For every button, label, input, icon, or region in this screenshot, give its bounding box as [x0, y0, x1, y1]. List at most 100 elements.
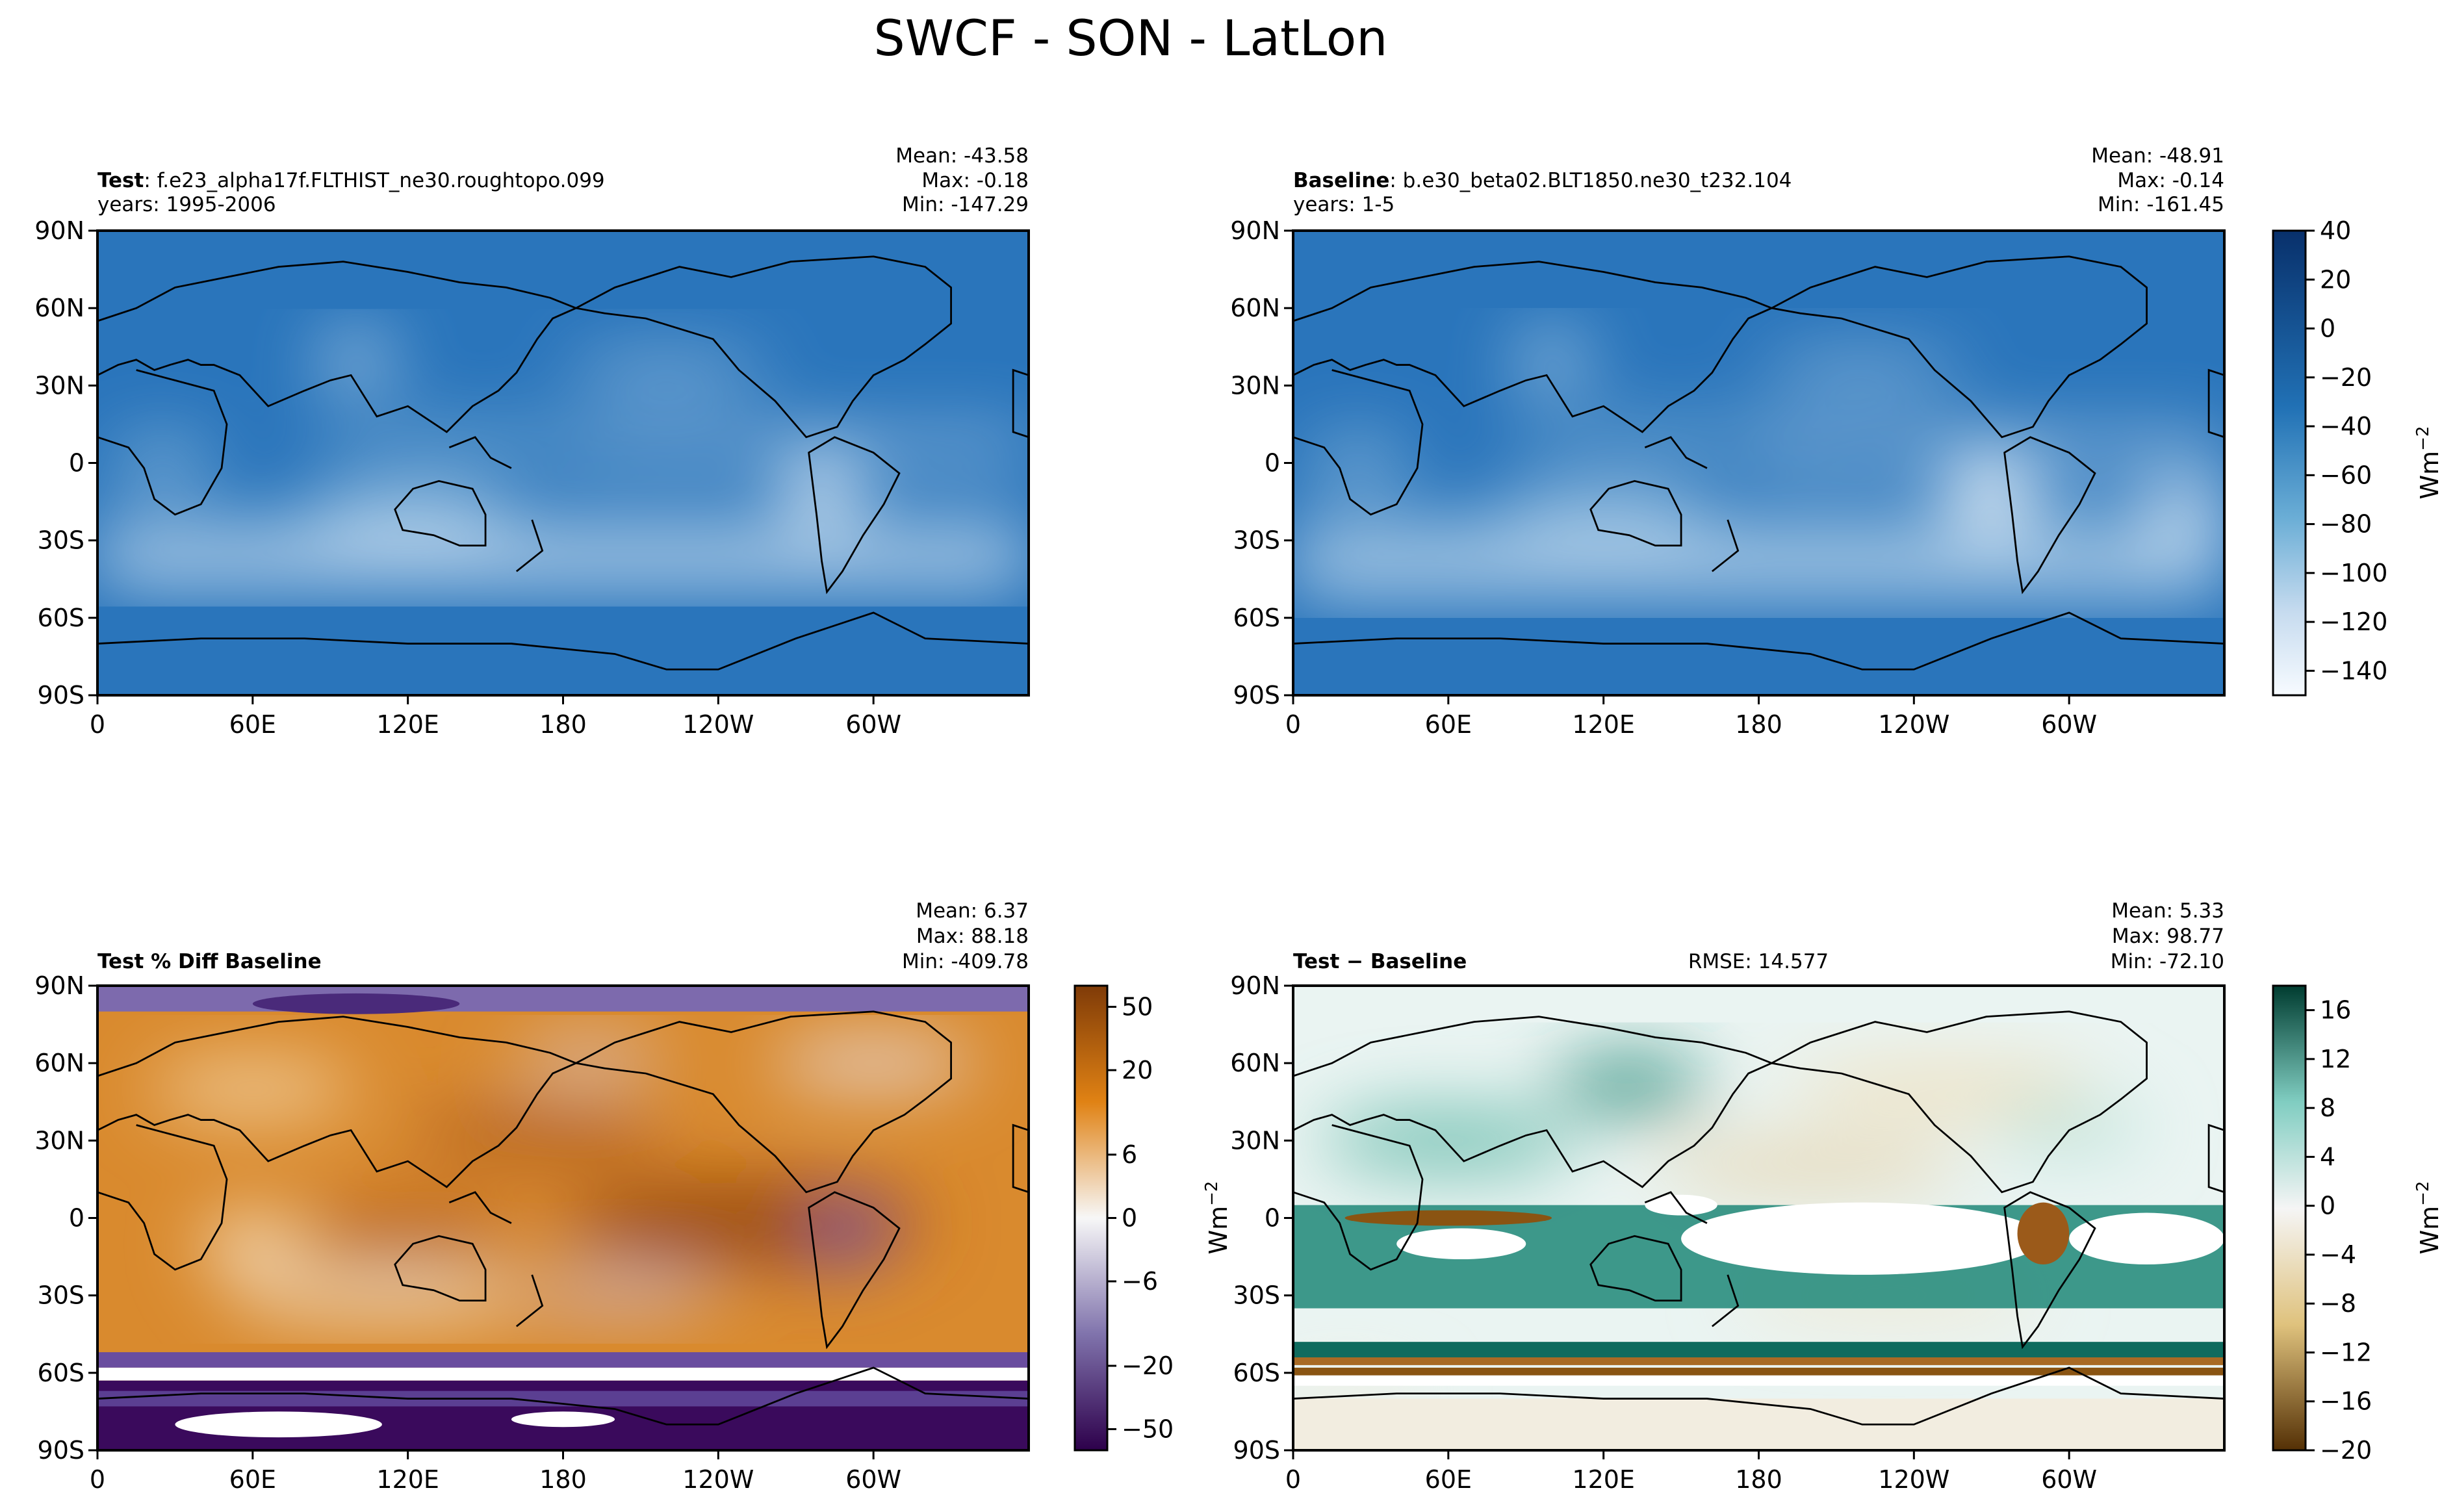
- figure-title: SWCF - SON - LatLon: [874, 9, 1388, 67]
- colorbar-pct-diff-tick-label: 50: [1122, 993, 1153, 1021]
- colorbar-pct-diff-tick-label: −6: [1122, 1267, 1158, 1296]
- colorbar-pct-diff-tick-label: −20: [1122, 1352, 1174, 1380]
- panel-baseline: Baseline: b.e30_beta02.BLT1850.ne30_t232…: [1230, 144, 2226, 739]
- colorbar-diff-tick-label: −8: [2320, 1289, 2356, 1318]
- panel-pct-diff-min: Min: -409.78: [902, 950, 1029, 973]
- panel-pct-diff-lat-label: 90N: [34, 971, 84, 1000]
- colorbar-pct-diff-unit-base: Wm: [1204, 1206, 1233, 1255]
- panel-baseline-lat-label: 30S: [1233, 526, 1280, 555]
- panel-diff-map: [1293, 986, 2224, 1450]
- colorbar-diff-tick-label: 8: [2320, 1094, 2335, 1122]
- panel-baseline-lat-label: 30N: [1230, 371, 1280, 400]
- colorbar-diff-tick-label: 0: [2320, 1192, 2335, 1220]
- panel-diff-lat-label: 0: [1265, 1204, 1280, 1233]
- colorbar-pct-diff-tick-label: 0: [1122, 1204, 1137, 1233]
- panel-diff-lat-label: 30N: [1230, 1126, 1280, 1155]
- panel-test-lon-label: 180: [539, 710, 587, 739]
- panel-pct-diff-lat-label: 90S: [38, 1436, 84, 1465]
- panel-diff-lon-label: 120E: [1572, 1465, 1635, 1494]
- colorbar-diff-tick-label: −4: [2320, 1240, 2356, 1269]
- colorbar-absolute-tick-label: −40: [2320, 412, 2372, 441]
- panel-diff-min: Min: -72.10: [2111, 950, 2224, 973]
- colorbar-absolute-unit: Wm−2: [2413, 426, 2444, 500]
- panel-pct-diff-map: [97, 986, 1029, 1450]
- panel-diff-max: Max: 98.77: [2112, 925, 2224, 948]
- panel-baseline-max: Max: -0.14: [2117, 169, 2224, 192]
- panel-test-lon-label: 0: [90, 710, 105, 739]
- panel-test-lon-label: 120E: [376, 710, 439, 739]
- panel-test-max: Max: -0.18: [921, 169, 1029, 192]
- panel-test-mean: Mean: -43.58: [895, 144, 1029, 168]
- panel-test-years: years: 1995-2006: [97, 193, 276, 216]
- colorbar-diff-tick-label: −16: [2320, 1387, 2372, 1416]
- panel-test: Test: f.e23_alpha17f.FLTHIST_ne30.rought…: [34, 144, 1030, 739]
- panel-baseline-lon-label: 120E: [1572, 710, 1635, 739]
- colorbar-absolute-tick-label: −80: [2320, 510, 2372, 539]
- panel-diff-mean: Mean: 5.33: [2111, 899, 2224, 923]
- panel-baseline-label-rest: : b.e30_beta02.BLT1850.ne30_t232.104: [1389, 169, 1792, 192]
- panel-baseline-lat-label: 90S: [1233, 681, 1280, 710]
- colorbar-absolute-tick-label: −60: [2320, 461, 2372, 489]
- panel-diff-lat-label: 90S: [1233, 1436, 1280, 1465]
- colorbar-pct-diff-fill: [1075, 986, 1107, 1450]
- panel-diff-lat-label: 60S: [1233, 1359, 1280, 1387]
- panel-diff-lon-label: 0: [1285, 1465, 1301, 1494]
- colorbar-diff-tick-label: 16: [2320, 996, 2351, 1025]
- colorbar-pct-diff-unit: Wm−2: [1202, 1181, 1233, 1255]
- panel-test-lon-label: 60E: [229, 710, 276, 739]
- panel-test-lon-label: 60W: [845, 710, 901, 739]
- colorbar-absolute-fill: [2273, 231, 2306, 695]
- panel-diff: Test − Baseline RMSE: 14.577 Mean: 5.33 …: [1230, 899, 2226, 1494]
- panel-diff-lon-label: 180: [1735, 1465, 1782, 1494]
- panel-pct-diff: Test % Diff Baseline Mean: 6.37 Max: 88.…: [34, 899, 1030, 1494]
- panel-test-lon-label: 120W: [682, 710, 754, 739]
- colorbar-absolute-unit-exp: −2: [2413, 426, 2433, 451]
- colorbar-absolute-tick-label: −140: [2320, 656, 2387, 685]
- panel-pct-diff-lon-label: 120E: [376, 1465, 439, 1494]
- colorbar-pct-diff-tick-label: −50: [1122, 1415, 1174, 1444]
- colorbar-diff-unit-base: Wm: [2415, 1206, 2444, 1255]
- panel-pct-diff-lat-label: 30N: [34, 1126, 84, 1155]
- colorbar-absolute: 40 20 0 −20 −40 −60 −80 −100 −120 −140 Wm−2: [2272, 216, 2444, 697]
- panel-test-lat-label: 90N: [34, 216, 84, 245]
- panel-test-lat-label: 30S: [38, 526, 84, 555]
- panel-baseline-lat-label: 90N: [1230, 216, 1280, 245]
- panel-diff-rmse: RMSE: 14.577: [1688, 950, 1829, 973]
- colorbar-absolute-tick-label: −20: [2320, 363, 2372, 392]
- panel-pct-diff-lat-label: 30S: [38, 1281, 84, 1310]
- panel-pct-diff-lat-label: 60N: [34, 1049, 84, 1077]
- panel-test-lat-label: 0: [69, 449, 84, 478]
- panel-pct-diff-max: Max: 88.18: [916, 925, 1029, 948]
- panel-test-map: [97, 231, 1029, 695]
- panel-test-lat-label: 60S: [38, 604, 84, 632]
- colorbar-diff-unit-exp: −2: [2413, 1181, 2433, 1206]
- panel-diff-lon-label: 60W: [2041, 1465, 2097, 1494]
- panel-pct-diff-lon-label: 180: [539, 1465, 587, 1494]
- colorbar-pct-diff: 50 20 6 0 −6 −20 −50 Wm−2: [1073, 984, 1233, 1452]
- panel-test-lat-label: 60N: [34, 294, 84, 322]
- panel-pct-diff-lon-label: 60E: [229, 1465, 276, 1494]
- panel-baseline-years: years: 1-5: [1293, 193, 1395, 216]
- colorbar-pct-diff-unit-exp: −2: [1202, 1181, 1222, 1206]
- panel-diff-label: Test − Baseline: [1293, 950, 1467, 973]
- colorbar-absolute-tick-label: 20: [2320, 265, 2351, 294]
- colorbar-diff-tick-label: 4: [2320, 1142, 2335, 1171]
- panel-diff-lon-label: 120W: [1878, 1465, 1949, 1494]
- colorbar-diff-tick-label: 12: [2320, 1045, 2351, 1073]
- colorbar-diff-fill: [2273, 986, 2306, 1450]
- panel-baseline-min: Min: -161.45: [2098, 193, 2224, 216]
- colorbar-absolute-unit-base: Wm: [2415, 451, 2444, 500]
- colorbar-absolute-frame: [2272, 229, 2307, 697]
- colorbar-diff-unit: Wm−2: [2413, 1181, 2444, 1255]
- panel-pct-diff-label: Test % Diff Baseline: [97, 950, 322, 973]
- panel-baseline-lon-label: 0: [1285, 710, 1301, 739]
- panel-pct-diff-lon-label: 120W: [682, 1465, 754, 1494]
- colorbar-absolute-tick-label: 0: [2320, 314, 2335, 343]
- panel-pct-diff-mean: Mean: 6.37: [916, 899, 1029, 923]
- panel-diff-lon-label: 60E: [1425, 1465, 1472, 1494]
- colorbar-absolute-tick-label: −120: [2320, 608, 2387, 636]
- panel-test-lat-label: 30N: [34, 371, 84, 400]
- panel-baseline-map: [1293, 231, 2224, 695]
- panel-baseline-lon-label: 60E: [1425, 710, 1472, 739]
